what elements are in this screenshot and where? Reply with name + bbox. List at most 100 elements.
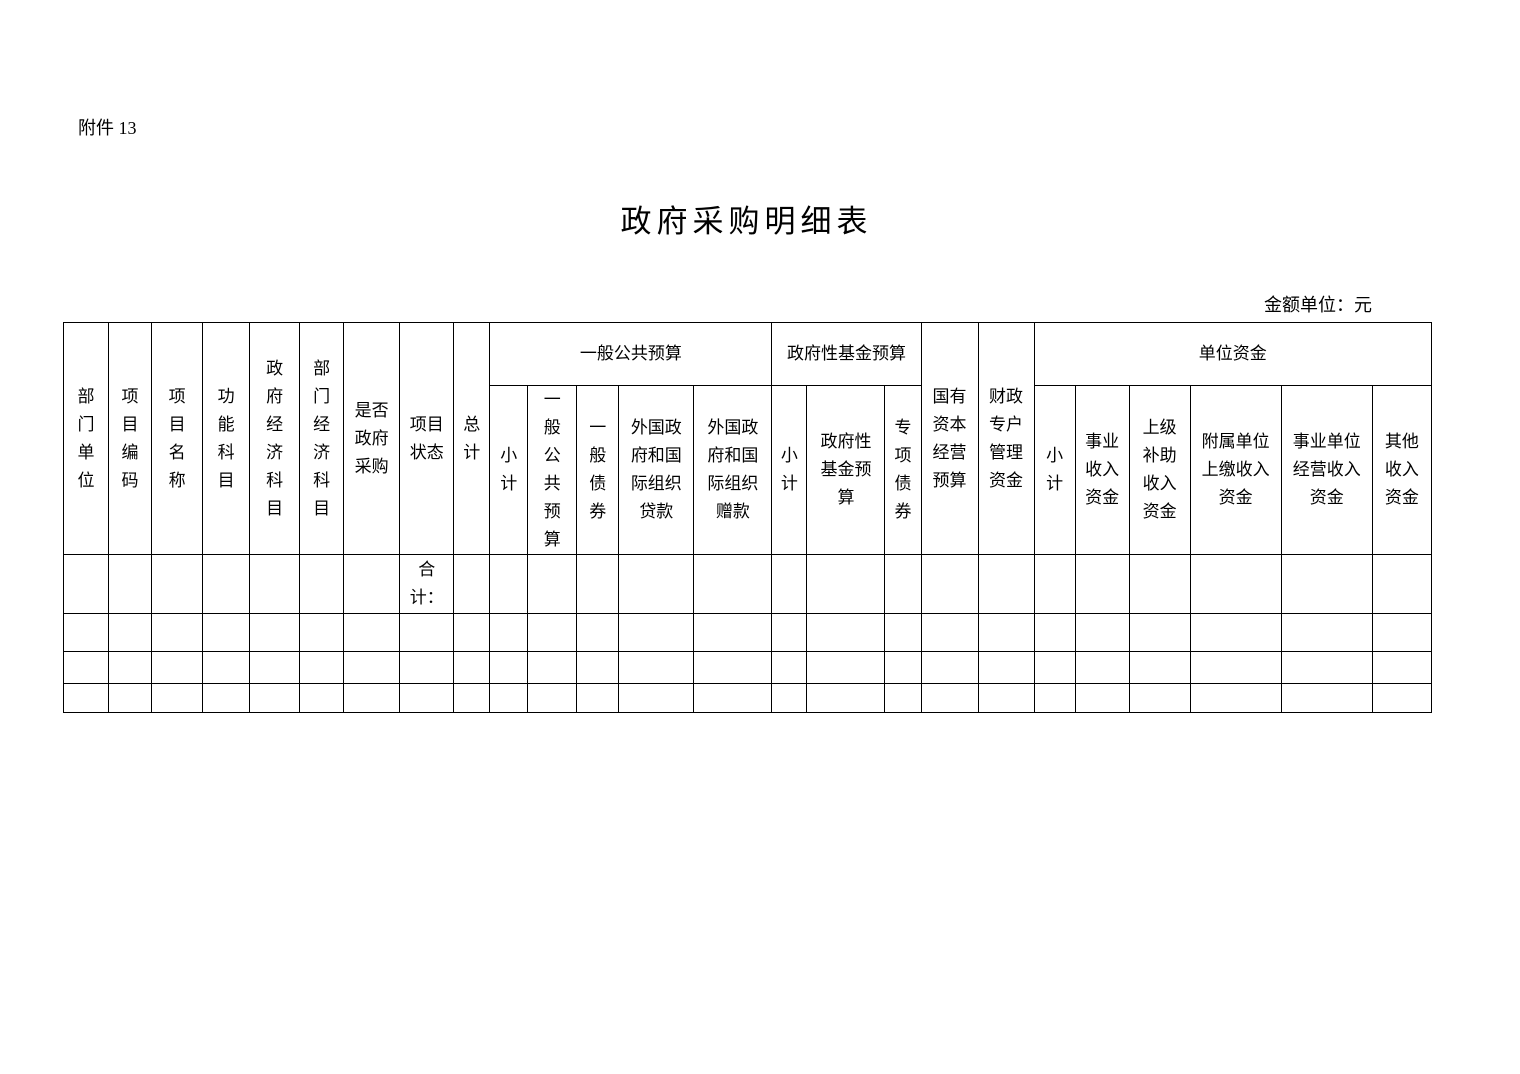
- col-header-gov-economic-subject: 政 府 经 济 科 目: [249, 322, 301, 555]
- empty-cell: [151, 683, 204, 713]
- header-row-columns: 小 计 一 般 公 共 预 算 一 般 债 券 外国政 府和国 际组织 贷款 外…: [64, 385, 1433, 555]
- col-header-dept-economic-subject: 部 门 经 济 科 目: [299, 322, 345, 555]
- empty-cell: [399, 683, 455, 713]
- empty-cell: [806, 613, 886, 652]
- empty-cell: [576, 683, 620, 713]
- col-header-state-capital-budget: 国有 资本 经营 预算: [920, 322, 979, 555]
- empty-cell: [618, 613, 695, 652]
- empty-cell: [1189, 554, 1282, 614]
- empty-cell: [576, 613, 620, 652]
- empty-cell: [1074, 613, 1130, 652]
- empty-cell: [343, 554, 401, 614]
- empty-cell: [202, 554, 251, 614]
- empty-cell: [1280, 554, 1373, 614]
- empty-cell: [108, 613, 153, 652]
- empty-cell: [806, 683, 886, 713]
- empty-cell: [527, 613, 578, 652]
- empty-cell: [108, 651, 153, 684]
- empty-cell: [1033, 651, 1076, 684]
- empty-cell: [806, 554, 886, 614]
- empty-cell: [884, 613, 922, 652]
- col-header-superior-subsidy-funds: 上级 补助 收入 资金: [1128, 385, 1191, 555]
- empty-cell: [806, 651, 886, 684]
- attachment-label: 附件 13: [78, 118, 137, 138]
- group-header-unit-funds: 单位资金: [1033, 322, 1433, 386]
- empty-cell: [977, 651, 1035, 684]
- empty-cell: [202, 683, 251, 713]
- empty-cell: [1074, 554, 1130, 614]
- empty-cell: [1280, 683, 1373, 713]
- col-header-foreign-gov-grants: 外国政 府和国 际组织 赠款: [693, 385, 773, 555]
- empty-cell: [771, 651, 808, 684]
- empty-cell: [1033, 613, 1076, 652]
- col-header-affiliated-unit-remit-funds: 附属单位 上缴收入 资金: [1189, 385, 1282, 555]
- empty-cell: [453, 683, 491, 713]
- col-header-gfb-subtotal: 小 计: [771, 385, 808, 555]
- empty-cell: [108, 554, 153, 614]
- empty-cell: [453, 554, 491, 614]
- empty-cell: [62, 683, 110, 713]
- empty-cell: [202, 651, 251, 684]
- empty-cell: [771, 683, 808, 713]
- header-row-groups: 部 门 单 位 项 目 编 码 项 目 名 称 功 能 科 目 政 府 经 济 …: [62, 322, 1433, 555]
- empty-cell: [343, 651, 401, 684]
- col-header-project-name: 项 目 名 称: [151, 322, 204, 555]
- col-header-general-public-budget: 一 般 公 共 预 算: [527, 385, 578, 555]
- col-header-gpb-subtotal: 小 计: [489, 385, 529, 555]
- empty-cell: [977, 554, 1035, 614]
- empty-cell: [1189, 651, 1282, 684]
- col-header-function-subject: 功 能 科 目: [202, 322, 251, 555]
- total-row-label: 合 计：: [399, 554, 455, 614]
- empty-cell: [576, 554, 620, 614]
- empty-cell: [618, 683, 695, 713]
- col-header-special-bonds: 专 项 债 券: [884, 385, 922, 555]
- empty-cell: [1371, 651, 1433, 684]
- empty-cell: [62, 554, 110, 614]
- empty-cell: [1371, 613, 1433, 652]
- empty-cell: [576, 651, 620, 684]
- empty-cell: [693, 683, 773, 713]
- col-header-other-income-funds: 其他 收入 资金: [1371, 385, 1433, 555]
- empty-cell: [527, 683, 578, 713]
- empty-cell: [489, 554, 529, 614]
- empty-cell: [249, 554, 301, 614]
- col-header-business-operation-income-funds: 事业单位 经营收入 资金: [1280, 385, 1373, 555]
- empty-cell: [62, 613, 110, 652]
- empty-cell: [1371, 554, 1433, 614]
- table-row: [62, 683, 1433, 713]
- empty-cell: [920, 613, 979, 652]
- empty-cell: [920, 683, 979, 713]
- empty-cell: [1371, 683, 1433, 713]
- empty-cell: [527, 554, 578, 614]
- empty-cell: [151, 554, 204, 614]
- empty-cell: [399, 651, 455, 684]
- empty-cell: [299, 613, 345, 652]
- document-title: 政府采购明细表: [620, 204, 873, 239]
- empty-cell: [489, 683, 529, 713]
- table-row: [62, 651, 1433, 684]
- col-header-gov-fund-budget: 政府性 基金预 算: [806, 385, 886, 555]
- empty-cell: [343, 613, 401, 652]
- empty-cell: [693, 554, 773, 614]
- group-header-general-public-budget: 一般公共预算: [489, 322, 773, 386]
- empty-cell: [1074, 651, 1130, 684]
- empty-cell: [299, 683, 345, 713]
- col-header-foreign-gov-loans: 外国政 府和国 际组织 贷款: [618, 385, 695, 555]
- empty-cell: [249, 683, 301, 713]
- col-header-department-unit: 部 门 单 位: [62, 322, 110, 555]
- col-header-project-status: 项目 状态: [399, 322, 455, 555]
- empty-cell: [884, 683, 922, 713]
- col-header-general-bonds: 一 般 债 券: [576, 385, 620, 555]
- table-row-total: 合 计：: [62, 554, 1433, 614]
- empty-cell: [527, 651, 578, 684]
- empty-cell: [453, 651, 491, 684]
- empty-cell: [1189, 613, 1282, 652]
- col-header-uf-subtotal: 小 计: [1033, 385, 1076, 555]
- empty-cell: [771, 554, 808, 614]
- amount-unit-note: 金额单位：元: [1264, 295, 1372, 315]
- empty-cell: [920, 554, 979, 614]
- empty-cell: [693, 613, 773, 652]
- empty-cell: [151, 651, 204, 684]
- empty-cell: [977, 683, 1035, 713]
- empty-cell: [1128, 613, 1191, 652]
